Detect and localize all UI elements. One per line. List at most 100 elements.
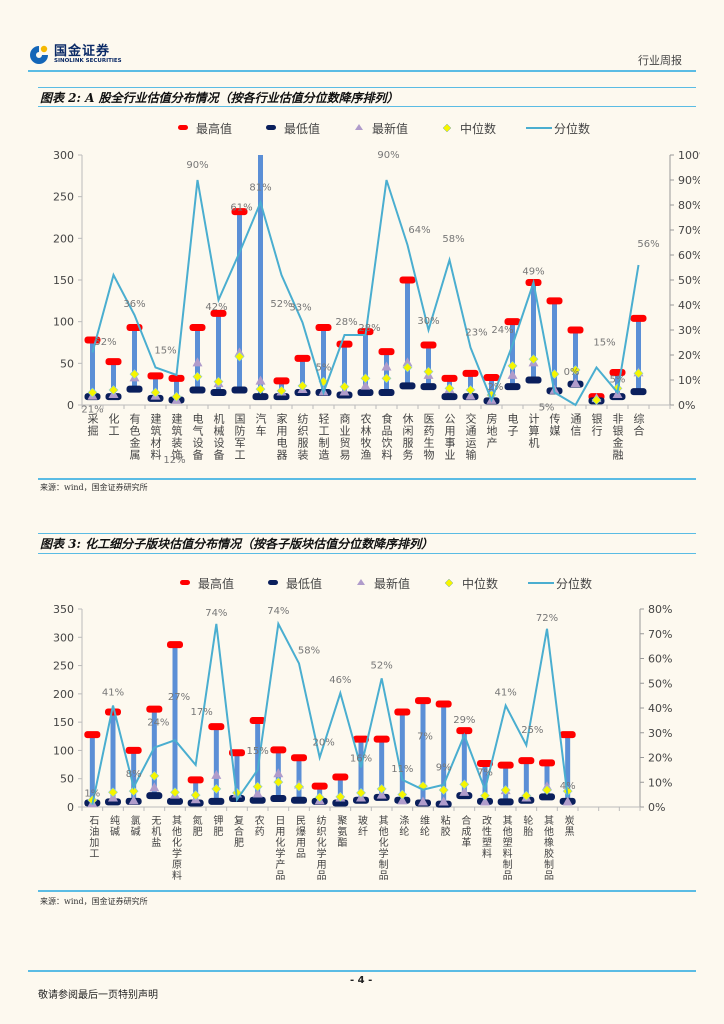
max-marker bbox=[435, 700, 452, 708]
max-marker bbox=[567, 326, 584, 334]
x-category-label: 合成革 bbox=[459, 814, 471, 848]
median-marker bbox=[423, 366, 434, 377]
median-marker bbox=[542, 785, 552, 795]
median-marker bbox=[213, 376, 224, 387]
max-marker bbox=[208, 723, 225, 731]
range-bar bbox=[636, 318, 641, 392]
y2-tick-label: 80% bbox=[678, 199, 700, 212]
y2-tick-label: 60% bbox=[648, 653, 672, 666]
min-marker bbox=[231, 386, 248, 394]
y-tick-label: 0 bbox=[67, 399, 74, 412]
median-marker bbox=[129, 369, 140, 380]
max-marker bbox=[146, 705, 163, 713]
median-marker bbox=[171, 391, 182, 402]
percentile-data-label: 5% bbox=[610, 375, 626, 386]
chart-legend: 最高值 最低值 最新值 中位数 分位数 bbox=[180, 576, 592, 591]
percentile-data-label: 90% bbox=[186, 160, 208, 171]
range-bar bbox=[503, 765, 509, 802]
median-marker bbox=[149, 770, 160, 781]
range-bar bbox=[342, 344, 347, 395]
legend-item: 中位数 bbox=[444, 576, 498, 591]
median-marker bbox=[211, 783, 222, 794]
percentile-data-label: 58% bbox=[298, 645, 320, 656]
range-bar bbox=[573, 330, 578, 385]
range-bar bbox=[216, 313, 221, 393]
figure3-top-rule bbox=[38, 533, 696, 534]
max-marker bbox=[105, 358, 122, 366]
latest-marker bbox=[459, 786, 470, 796]
x-category-label: 食品饮料 bbox=[380, 412, 393, 461]
max-marker bbox=[483, 374, 500, 381]
latest-marker bbox=[507, 369, 518, 379]
percentile-data-label: 41% bbox=[495, 688, 517, 699]
min-marker bbox=[146, 792, 163, 800]
max-marker bbox=[462, 369, 479, 377]
range-bar bbox=[379, 739, 385, 798]
range-bar bbox=[111, 361, 116, 397]
logo-mark-icon bbox=[28, 44, 50, 66]
percentile-data-label: 56% bbox=[637, 239, 659, 250]
legend-latest-icon bbox=[357, 579, 365, 585]
median-marker bbox=[170, 787, 180, 798]
legend-min-icon bbox=[266, 125, 276, 130]
max-marker bbox=[497, 761, 514, 769]
range-bar bbox=[461, 730, 467, 796]
range-bar bbox=[255, 720, 261, 801]
x-category-label: 轮胎 bbox=[521, 814, 533, 837]
y2-tick-label: 0% bbox=[648, 801, 665, 814]
legend-latest-icon bbox=[355, 124, 363, 130]
x-category-label: 传媒 bbox=[548, 413, 561, 437]
max-marker bbox=[399, 276, 416, 284]
median-marker bbox=[335, 791, 346, 802]
y-tick-label: 200 bbox=[53, 688, 74, 701]
max-marker bbox=[546, 297, 563, 305]
range-bar bbox=[237, 211, 242, 390]
legend-label: 分位数 bbox=[556, 576, 592, 591]
median-marker bbox=[397, 789, 408, 800]
legend-label: 最高值 bbox=[196, 121, 232, 136]
figure2-bottom-rule bbox=[38, 478, 696, 480]
percentile-data-label: 52% bbox=[371, 660, 393, 671]
x-category-label: 改性塑料 bbox=[480, 814, 492, 859]
y-tick-label: 50 bbox=[60, 357, 74, 370]
x-category-label: 建筑装饰 bbox=[170, 412, 183, 461]
y2-tick-label: 20% bbox=[678, 349, 700, 362]
x-category-label: 炭黑 bbox=[562, 815, 574, 837]
x-category-label: 玻纤 bbox=[356, 814, 368, 837]
y2-tick-label: 10% bbox=[678, 374, 700, 387]
range-bar bbox=[441, 704, 447, 805]
max-marker bbox=[539, 759, 555, 767]
median-marker bbox=[376, 783, 387, 794]
min-marker bbox=[167, 797, 183, 805]
percentile-data-label: 4% bbox=[560, 781, 576, 792]
legend-item: 最低值 bbox=[266, 121, 320, 136]
max-marker bbox=[441, 374, 458, 382]
max-marker bbox=[125, 746, 142, 754]
x-category-label: 家用电器 bbox=[275, 412, 288, 461]
min-marker bbox=[210, 389, 227, 396]
x-category-label: 日用化学产品 bbox=[273, 815, 285, 881]
x-category-label: 农林牧渔 bbox=[359, 412, 372, 461]
median-marker bbox=[150, 387, 161, 398]
x-category-label: 维纶 bbox=[418, 814, 430, 837]
logo-text-cn: 国金证券 bbox=[54, 44, 111, 59]
range-bar bbox=[510, 321, 515, 387]
range-bar bbox=[363, 331, 368, 393]
percentile-data-label: 11% bbox=[391, 764, 413, 775]
min-marker bbox=[441, 393, 458, 401]
min-marker bbox=[357, 389, 374, 396]
y2-tick-label: 30% bbox=[678, 324, 700, 337]
x-category-label: 纺织化学用品 bbox=[314, 814, 326, 881]
legend-label: 中位数 bbox=[460, 121, 496, 136]
median-marker bbox=[465, 385, 476, 395]
median-marker bbox=[108, 787, 118, 798]
x-category-label: 汽车 bbox=[254, 412, 267, 437]
y2-tick-label: 50% bbox=[648, 677, 672, 690]
percentile-data-label: 0% bbox=[564, 367, 580, 378]
max-marker bbox=[291, 754, 307, 762]
latest-marker bbox=[381, 361, 392, 371]
percentile-data-label: 20% bbox=[313, 738, 335, 749]
footer-disclaimer: 敬请参阅最后一页特别声明 bbox=[38, 990, 158, 1001]
x-category-label: 机械设备 bbox=[212, 412, 225, 461]
latest-marker bbox=[376, 789, 387, 799]
